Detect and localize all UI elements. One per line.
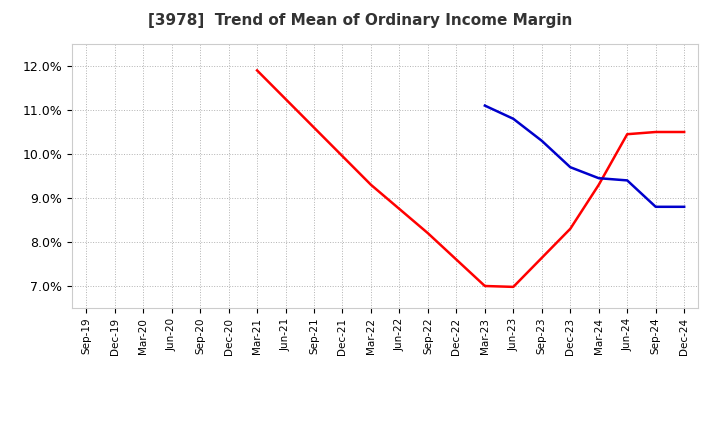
Text: [3978]  Trend of Mean of Ordinary Income Margin: [3978] Trend of Mean of Ordinary Income … <box>148 13 572 28</box>
